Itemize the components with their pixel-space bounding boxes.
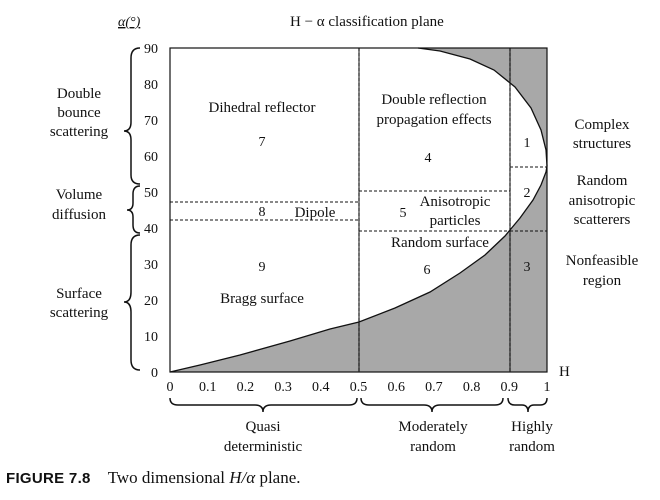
bottom-group-quasi-deterministic: Quasi deterministic bbox=[224, 419, 303, 455]
svg-text:bounce: bounce bbox=[57, 105, 101, 121]
x-axis-label: H bbox=[559, 364, 570, 380]
left-group-surface-scattering: Surface scattering bbox=[50, 286, 109, 321]
svg-text:Nonfeasible: Nonfeasible bbox=[566, 253, 639, 269]
x-tick-label: 0.9 bbox=[501, 380, 519, 395]
x-tick-label: 0.6 bbox=[387, 380, 405, 395]
infeasible-region-bottom bbox=[170, 166, 547, 372]
svg-text:region: region bbox=[583, 273, 622, 289]
svg-text:diffusion: diffusion bbox=[52, 207, 106, 223]
x-tick-label: 0.1 bbox=[199, 380, 217, 395]
svg-text:scattering: scattering bbox=[50, 305, 109, 321]
svg-text:deterministic: deterministic bbox=[224, 439, 303, 455]
zone-9-number: 9 bbox=[259, 260, 266, 275]
x-tick-label: 0.4 bbox=[312, 380, 330, 395]
y-tick-label: 20 bbox=[144, 294, 158, 309]
svg-text:Random: Random bbox=[577, 173, 628, 189]
brace-surface-scattering bbox=[123, 234, 141, 371]
y-tick-label: 40 bbox=[144, 222, 158, 237]
figure-caption-label: FIGURE 7.8 bbox=[6, 470, 91, 487]
chart-title: H − α classification plane bbox=[290, 14, 444, 30]
x-tick-label: 0.3 bbox=[274, 380, 292, 395]
brace-volume-diffusion bbox=[126, 185, 141, 234]
x-tick-label: 0 bbox=[167, 380, 174, 395]
x-tick-label: 0.2 bbox=[237, 380, 255, 395]
y-tick-label: 10 bbox=[144, 330, 158, 345]
svg-text:random: random bbox=[509, 439, 555, 455]
zone-9-label: Bragg surface bbox=[220, 291, 304, 307]
svg-text:scattering: scattering bbox=[50, 124, 109, 140]
plot-frame bbox=[169, 47, 548, 373]
brace-moderately-random bbox=[360, 397, 504, 413]
svg-text:random: random bbox=[410, 439, 456, 455]
y-tick-label: 90 bbox=[144, 42, 158, 57]
zone-6-number: 6 bbox=[424, 263, 431, 278]
zone-8-label: Dipole bbox=[295, 205, 336, 221]
x-tick-label: 1 bbox=[544, 380, 551, 395]
zone-7-label: Dihedral reflector bbox=[208, 100, 315, 116]
svg-text:Volume: Volume bbox=[56, 187, 103, 203]
brace-quasi-deterministic bbox=[169, 397, 358, 413]
zone-5-label-line1: Anisotropic bbox=[420, 194, 491, 210]
zone-4-label-line1: Double reflection bbox=[381, 92, 487, 108]
y-tick-labels: 0 10 20 30 40 50 60 70 80 90 bbox=[144, 42, 158, 381]
y-tick-label: 70 bbox=[144, 114, 158, 129]
svg-text:Highly: Highly bbox=[511, 419, 553, 435]
svg-text:scatterers: scatterers bbox=[574, 212, 631, 228]
zone-5-label-line2: particles bbox=[430, 213, 481, 229]
x-tick-label: 0.8 bbox=[463, 380, 481, 395]
zone-7-number: 7 bbox=[259, 135, 266, 150]
left-group-double-bounce: Double bounce scattering bbox=[50, 86, 109, 140]
y-axis-label: α(°) bbox=[118, 15, 141, 30]
zone-2-number: 2 bbox=[524, 186, 531, 201]
brace-double-bounce bbox=[123, 47, 141, 185]
x-tick-labels: 0 0.1 0.2 0.3 0.4 0.5 0.6 0.7 0.8 0.9 1 bbox=[167, 380, 551, 395]
y-tick-label: 50 bbox=[144, 186, 158, 201]
figure-caption: FIGURE 7.8 Two dimensional H/α plane. bbox=[6, 468, 301, 488]
svg-text:anisotropic: anisotropic bbox=[569, 193, 636, 209]
figure-caption-text-pre: Two dimensional bbox=[107, 468, 230, 487]
x-tick-label: 0.5 bbox=[350, 380, 368, 395]
figure-caption-math: H/α bbox=[229, 468, 256, 487]
svg-text:structures: structures bbox=[573, 136, 631, 152]
zone-6-label: Random surface bbox=[391, 235, 489, 251]
right-label-nonfeasible: Nonfeasible region bbox=[566, 253, 639, 289]
zone-4-number: 4 bbox=[425, 151, 432, 166]
boundary-curve-lower bbox=[169, 165, 548, 373]
y-tick-label: 80 bbox=[144, 78, 158, 93]
y-tick-label: 30 bbox=[144, 258, 158, 273]
zone-3-number: 3 bbox=[524, 260, 531, 275]
infeasible-region-right bbox=[418, 48, 547, 166]
x-tick-label: 0.7 bbox=[425, 380, 443, 395]
svg-text:Complex: Complex bbox=[575, 117, 630, 133]
zone-8-number: 8 bbox=[259, 205, 266, 220]
bottom-group-highly-random: Highly random bbox=[509, 419, 555, 455]
y-tick-label: 60 bbox=[144, 150, 158, 165]
figure-caption-text-post: plane. bbox=[255, 468, 301, 487]
zone-1-number: 1 bbox=[524, 136, 531, 151]
right-label-complex-structures: Complex structures bbox=[573, 117, 631, 152]
bottom-group-moderately-random: Moderately random bbox=[398, 419, 468, 455]
svg-text:Double: Double bbox=[57, 86, 102, 102]
left-group-volume-diffusion: Volume diffusion bbox=[52, 187, 106, 223]
brace-highly-random bbox=[507, 397, 548, 413]
svg-text:Surface: Surface bbox=[56, 286, 102, 302]
boundary-curve-upper bbox=[417, 47, 548, 167]
zone-4-label-line2: propagation effects bbox=[376, 112, 491, 128]
zone-5-number: 5 bbox=[400, 206, 407, 221]
svg-text:Moderately: Moderately bbox=[398, 419, 468, 435]
y-tick-label: 0 bbox=[151, 366, 158, 381]
right-label-random-anisotropic: Random anisotropic scatterers bbox=[569, 173, 636, 228]
svg-text:Quasi: Quasi bbox=[246, 419, 281, 435]
